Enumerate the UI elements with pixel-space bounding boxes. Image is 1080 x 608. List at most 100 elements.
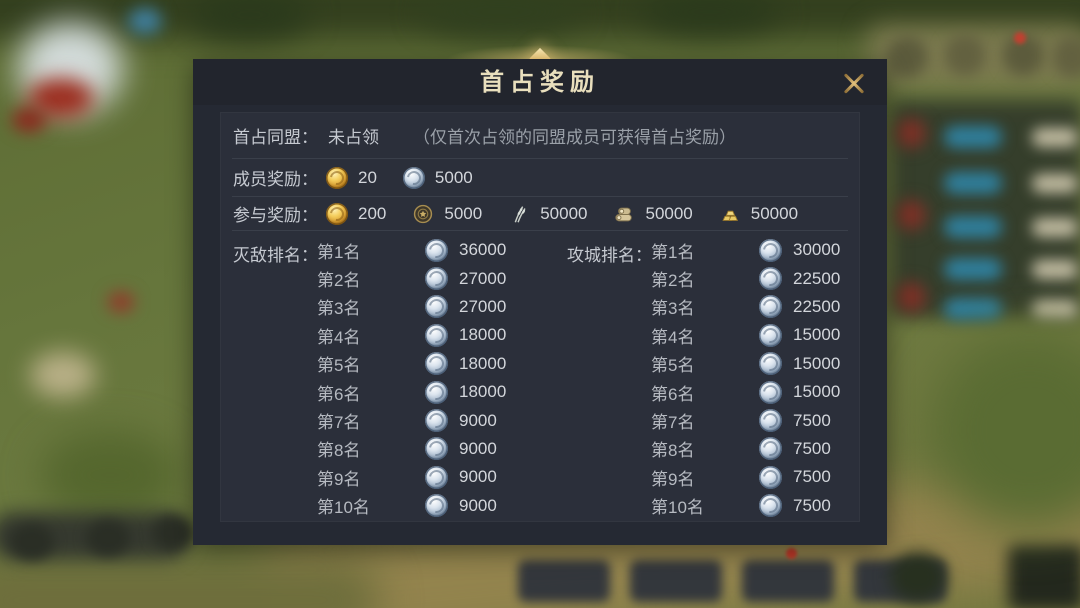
member-reward-items: 20 5000 <box>326 166 499 189</box>
bg-right-panel-avatar <box>896 282 926 312</box>
bg-bottom-button <box>518 560 610 602</box>
wood-icon <box>613 203 635 225</box>
rank-label: 第8名 <box>651 441 695 461</box>
silver-coin-icon <box>759 323 782 347</box>
reward-amount: 50000 <box>645 203 693 223</box>
gold-coin-icon <box>326 202 348 225</box>
bg-green-blob <box>930 330 1080 530</box>
bg-right-panel-button <box>1032 128 1078 147</box>
bg-right-panel-button <box>944 172 1002 194</box>
rank-label: 第3名 <box>317 299 361 319</box>
rank-amount: 18000 <box>459 353 507 373</box>
rank-label: 第8名 <box>317 441 361 461</box>
rank-row: 第2名 27000 <box>317 264 567 292</box>
silver-coin-icon <box>425 465 448 489</box>
reward-item: 50000 <box>508 203 587 225</box>
divider <box>232 230 848 231</box>
silver-coin-icon <box>402 166 425 189</box>
bg-bottom-left-button <box>152 516 192 550</box>
silver-coin-icon <box>425 380 448 404</box>
rank-amount: 15000 <box>793 325 841 345</box>
divider <box>232 196 848 197</box>
reward-amount: 5000 <box>434 167 473 187</box>
bg-bottom-button <box>742 560 834 602</box>
close-button[interactable] <box>837 67 871 101</box>
silver-coin-icon <box>759 437 782 461</box>
silver-coin-icon <box>759 267 782 291</box>
member-reward-row: 成员奖励： 20 5000 <box>233 159 847 196</box>
reward-item: 5000 <box>412 203 482 225</box>
bg-blue-blob <box>128 8 162 34</box>
silver-coin-icon <box>759 380 782 404</box>
ranking-section: 灭敌排名： 第1名 36000 第2名 27000 第3名 27000 第4名 18000 第5… <box>233 231 847 520</box>
dialog-title: 首占奖励 <box>480 69 600 96</box>
rank-row: 第8名 9000 <box>317 435 567 463</box>
rank-label: 第1名 <box>651 242 695 262</box>
reward-item: 50000 <box>613 203 693 225</box>
silver-coin-icon <box>759 494 782 518</box>
bg-bottom-left-button <box>10 524 54 560</box>
rank-amount: 7500 <box>793 495 831 515</box>
siege-ranking-rows: 第1名 30000 第2名 22500 第3名 22500 第4名 15000 第5名 15000… <box>651 236 847 520</box>
silver-coin-icon <box>425 267 448 291</box>
rank-label: 第2名 <box>317 271 361 291</box>
gold-ingot-icon <box>719 203 741 225</box>
bg-tan-blob <box>30 352 96 398</box>
reward-item: 200 <box>326 202 387 225</box>
rank-amount: 36000 <box>459 240 507 260</box>
rank-label: 第7名 <box>317 413 361 433</box>
bg-tree-blob <box>190 0 310 40</box>
rank-row: 第7名 9000 <box>317 406 567 434</box>
silver-coin-icon <box>425 437 448 461</box>
rank-row: 第7名 7500 <box>651 406 847 434</box>
rank-label: 第5名 <box>651 356 695 376</box>
reward-amount: 20 <box>358 167 377 187</box>
rank-row: 第10名 7500 <box>651 492 847 520</box>
reward-amount: 50000 <box>750 203 799 223</box>
rank-amount: 18000 <box>459 325 507 345</box>
bg-right-panel-button <box>944 216 1002 238</box>
reward-item: 20 <box>326 166 377 189</box>
rank-row: 第3名 22500 <box>651 293 847 321</box>
bg-bottom-button <box>630 560 722 602</box>
alliance-status: 未占领 <box>328 128 379 147</box>
reward-amount: 50000 <box>540 203 588 223</box>
rank-label: 第5名 <box>317 356 361 376</box>
rank-row: 第9名 7500 <box>651 463 847 491</box>
bg-bottom-right-button <box>890 552 946 602</box>
rank-row: 第2名 22500 <box>651 264 847 292</box>
bg-right-panel-button <box>944 126 1002 148</box>
rank-row: 第4名 18000 <box>317 321 567 349</box>
rank-row: 第6名 18000 <box>317 378 567 406</box>
rank-row: 第1名 30000 <box>651 236 847 264</box>
bg-menu-square <box>1008 544 1080 608</box>
participation-reward-label: 参与奖励： <box>233 206 318 225</box>
rank-amount: 22500 <box>793 268 841 288</box>
rank-amount: 15000 <box>793 353 841 373</box>
divider <box>232 158 848 159</box>
participation-reward-items: 200 5000 50000 50000 50000 <box>326 202 824 225</box>
bg-top-circle <box>886 36 928 78</box>
reward-amount: 200 <box>358 203 387 223</box>
rank-label: 第9名 <box>651 469 695 489</box>
kill-ranking-column: 灭敌排名： 第1名 36000 第2名 27000 第3名 27000 第4名 18000 第5… <box>233 236 567 520</box>
rank-amount: 27000 <box>459 296 507 316</box>
rank-row: 第4名 15000 <box>651 321 847 349</box>
reward-amount: 5000 <box>444 203 483 223</box>
rank-row: 第5名 18000 <box>317 350 567 378</box>
rank-label: 第9名 <box>317 469 361 489</box>
rank-amount: 9000 <box>459 467 497 487</box>
dialog-titlebar: 首占奖励 <box>193 59 887 105</box>
rank-row: 第1名 36000 <box>317 236 567 264</box>
bg-right-panel-button <box>1032 174 1078 193</box>
rank-label: 第3名 <box>651 299 695 319</box>
rank-label: 第1名 <box>317 242 361 262</box>
silver-coin-icon <box>759 238 782 262</box>
reward-panel: 首占同盟： 未占领 （仅首次占领的同盟成员可获得首占奖励） 成员奖励： 20 50… <box>220 112 860 522</box>
rank-row: 第3名 27000 <box>317 293 567 321</box>
rank-amount: 18000 <box>459 382 507 402</box>
silver-coin-icon <box>759 352 782 376</box>
rank-label: 第4名 <box>317 327 361 347</box>
medal-icon <box>412 203 434 225</box>
